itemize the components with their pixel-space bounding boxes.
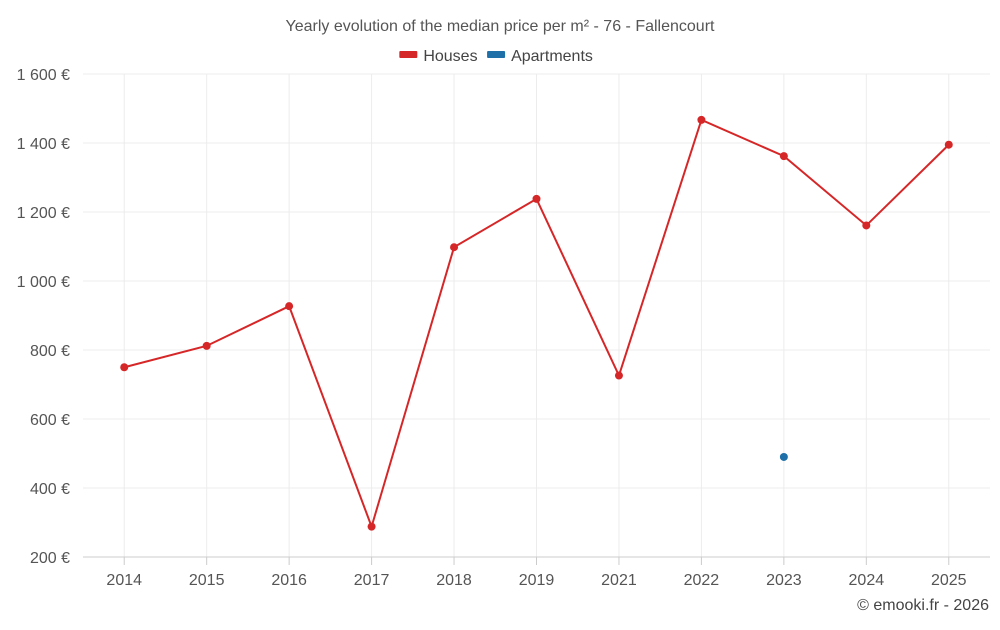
y-tick-label: 1 600 € bbox=[17, 67, 70, 84]
y-tick-label: 800 € bbox=[30, 343, 70, 360]
series-group bbox=[120, 115, 953, 531]
credit-text: © emooki.fr - 2026 bbox=[857, 597, 989, 614]
y-tick-label: 1 000 € bbox=[17, 274, 70, 291]
x-tick-label: 2014 bbox=[106, 572, 142, 589]
data-point-houses[interactable] bbox=[367, 522, 376, 531]
grid bbox=[83, 73, 990, 558]
legend-swatch bbox=[487, 51, 506, 58]
data-point-houses[interactable] bbox=[944, 140, 953, 149]
x-tick-label: 2023 bbox=[766, 572, 802, 589]
data-point-houses[interactable] bbox=[450, 243, 459, 252]
data-point-houses[interactable] bbox=[779, 152, 788, 161]
x-tick-label: 2024 bbox=[849, 572, 885, 589]
y-tick-label: 200 € bbox=[30, 550, 70, 567]
axes: 200 € 400 € 600 € 800 € 1 000 € 1 200 € 1 400 … bbox=[17, 67, 990, 589]
data-point-houses[interactable] bbox=[202, 341, 211, 350]
x-tick-label: 2019 bbox=[519, 572, 555, 589]
y-tick-label: 600 € bbox=[30, 412, 70, 429]
data-point-houses[interactable] bbox=[285, 302, 294, 311]
legend-label[interactable]: Apartments bbox=[511, 48, 593, 65]
x-tick-label: 2021 bbox=[601, 572, 637, 589]
data-point-houses[interactable] bbox=[120, 363, 129, 372]
x-tick-label: 2016 bbox=[271, 572, 307, 589]
legend: Houses Apartments bbox=[399, 48, 593, 65]
legend-label[interactable]: Houses bbox=[423, 48, 477, 65]
data-point-houses[interactable] bbox=[614, 371, 623, 380]
data-point-houses[interactable] bbox=[697, 115, 706, 124]
y-tick-label: 400 € bbox=[30, 481, 70, 498]
x-tick-label: 2015 bbox=[189, 572, 225, 589]
x-tick-label: 2017 bbox=[354, 572, 390, 589]
y-tick-label: 1 200 € bbox=[17, 205, 70, 222]
chart-title: Yearly evolution of the median price per… bbox=[286, 18, 716, 35]
legend-swatch bbox=[399, 51, 418, 58]
data-point-houses[interactable] bbox=[532, 194, 541, 203]
data-point-houses[interactable] bbox=[862, 221, 871, 230]
y-tick-label: 1 400 € bbox=[17, 136, 70, 153]
data-point-apartments[interactable] bbox=[779, 452, 788, 461]
x-tick-label: 2018 bbox=[436, 572, 472, 589]
x-tick-label: 2022 bbox=[684, 572, 720, 589]
x-tick-label: 2025 bbox=[931, 572, 967, 589]
